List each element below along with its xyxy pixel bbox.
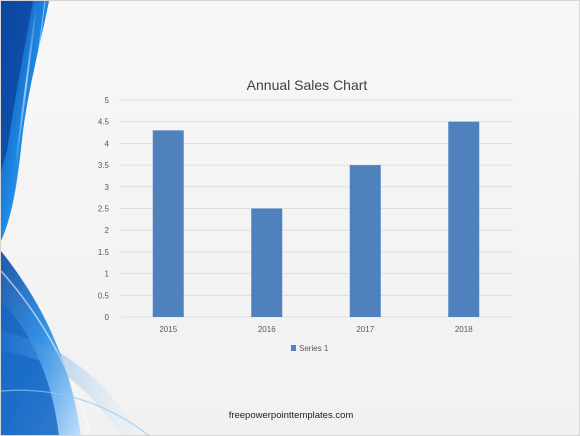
- y-tick-label: 0: [105, 313, 110, 322]
- y-axis-tick-labels: 0 0.5 1 1.5 2 2.5 3 3.5 4 4.5 5: [98, 96, 110, 322]
- x-tick-label: 2015: [159, 325, 177, 334]
- y-tick-label: 2: [105, 226, 110, 235]
- y-tick-label: 2.5: [98, 205, 110, 214]
- legend-swatch: [291, 345, 296, 351]
- x-tick-label: 2018: [455, 325, 473, 334]
- bar-2017: [349, 165, 381, 317]
- x-tick-label: 2016: [258, 325, 276, 334]
- x-tick-label: 2017: [356, 325, 374, 334]
- y-tick-label: 0.5: [98, 291, 110, 300]
- y-tick-label: 1.5: [98, 248, 110, 257]
- y-tick-label: 5: [105, 96, 110, 105]
- y-tick-label: 3.5: [98, 161, 110, 170]
- gridlines: [119, 99, 513, 318]
- bar-2015: [152, 130, 184, 317]
- chart-title: Annual Sales Chart: [247, 77, 368, 93]
- y-tick-label: 3: [105, 183, 110, 192]
- y-tick-label: 4.5: [98, 118, 110, 127]
- x-axis-tick-labels: 2015 2016 2017 2018: [159, 325, 473, 334]
- footer-website-text: freepowerpointtemplates.com: [228, 410, 354, 421]
- legend: Series 1: [291, 344, 329, 353]
- legend-label-series-1: Series 1: [299, 344, 329, 353]
- bar-2016: [251, 208, 283, 317]
- bar-2018: [448, 121, 480, 317]
- y-tick-label: 1: [105, 270, 110, 279]
- y-tick-label: 4: [105, 139, 110, 148]
- bars: [152, 121, 480, 317]
